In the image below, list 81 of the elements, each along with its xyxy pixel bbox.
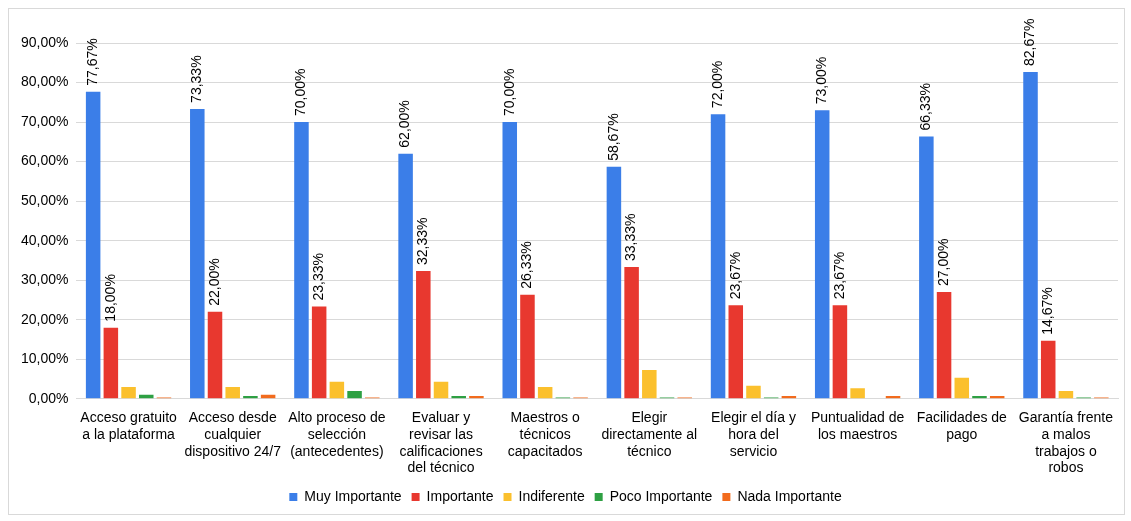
legend-label: Poco Importante <box>609 487 713 504</box>
bar <box>537 386 553 399</box>
x-tick-label: Facilidades de pago <box>916 409 1008 442</box>
data-label: 73,00% <box>813 56 830 105</box>
bar <box>936 292 952 399</box>
data-label: 23,67% <box>830 251 847 300</box>
bar <box>207 311 223 399</box>
data-label: 33,33% <box>622 213 639 262</box>
data-label: 73,33% <box>188 55 205 103</box>
data-label: 70,00% <box>292 68 309 117</box>
y-tick-label: 70,00% <box>21 112 69 129</box>
data-label: 70,00% <box>500 68 517 117</box>
data-label: 14,67% <box>1039 287 1056 335</box>
x-tick-label: Elegir el día y hora del servicio <box>711 409 796 459</box>
data-label: 66,33% <box>917 83 934 131</box>
y-tick-label: 50,00% <box>21 191 69 208</box>
bar <box>294 122 309 399</box>
legend-label: Indiferente <box>518 487 585 504</box>
bar <box>746 385 761 399</box>
bar <box>433 381 449 399</box>
x-tick-label: Maestros o técnicos capacitados <box>507 409 583 459</box>
bar <box>225 386 240 399</box>
bar <box>347 390 362 399</box>
data-label: 23,33% <box>310 253 327 301</box>
data-label: 72,00% <box>708 60 725 109</box>
x-tick-label: Puntualidad de los maestros <box>810 409 905 442</box>
y-tick-label: 80,00% <box>21 73 69 90</box>
bar <box>469 396 484 399</box>
x-tick-label: Alto proceso de selección (antecedentes) <box>288 409 386 459</box>
y-tick-label: 40,00% <box>21 231 69 248</box>
data-label: 18,00% <box>101 274 118 322</box>
bar <box>642 369 657 399</box>
bar <box>520 294 535 399</box>
bar <box>814 110 830 399</box>
data-label: 22,00% <box>205 258 222 306</box>
data-label: 77,67% <box>84 38 101 86</box>
bar <box>710 114 726 399</box>
data-label: 58,67% <box>604 113 621 161</box>
bar <box>139 394 154 399</box>
bar <box>972 396 987 399</box>
y-tick-label: 0,00% <box>28 389 69 406</box>
data-label: 27,00% <box>934 238 951 287</box>
bar <box>502 122 518 399</box>
bar <box>919 136 934 399</box>
legend-label: Muy Importante <box>304 487 402 504</box>
x-tick-label: Acceso desde cualquier dispositivo 24/7 <box>184 409 282 459</box>
data-label: 23,67% <box>726 251 743 300</box>
bar <box>850 388 865 399</box>
bar <box>85 91 101 399</box>
data-label: 62,00% <box>396 100 413 148</box>
bar <box>1058 390 1074 399</box>
bar <box>1040 340 1056 399</box>
y-tick-label: 20,00% <box>21 310 69 327</box>
bar <box>954 377 970 399</box>
legend-label: Importante <box>426 487 494 504</box>
x-tick-label: Acceso gratuito a la plataforma <box>80 409 178 442</box>
y-tick-label: 10,00% <box>21 350 69 367</box>
x-tick-label: Garantía frente a malos trabajos o robos <box>1018 409 1114 476</box>
bar <box>103 327 119 399</box>
bar <box>121 386 136 399</box>
bar <box>606 166 622 399</box>
y-tick-label: 60,00% <box>21 152 69 169</box>
bar <box>398 153 413 399</box>
bar <box>624 267 639 399</box>
bar <box>1023 71 1038 399</box>
data-label: 32,33% <box>414 217 431 265</box>
bar <box>329 381 345 399</box>
legend-label: Nada Importante <box>737 487 842 504</box>
x-tick-label: Elegir directamente al técnico <box>601 409 698 459</box>
bar <box>451 396 466 399</box>
bar <box>311 306 327 399</box>
data-label: 82,67% <box>1021 18 1038 66</box>
bar <box>243 396 258 399</box>
bar <box>728 305 744 399</box>
data-label: 26,33% <box>518 241 535 289</box>
y-tick-label: 90,00% <box>21 33 69 50</box>
bar <box>416 270 431 399</box>
bar <box>190 108 205 399</box>
y-tick-label: 30,00% <box>21 271 69 288</box>
x-tick-label: Evaluar y revisar las calificaciones del técnico <box>399 409 483 476</box>
bar <box>832 305 848 399</box>
